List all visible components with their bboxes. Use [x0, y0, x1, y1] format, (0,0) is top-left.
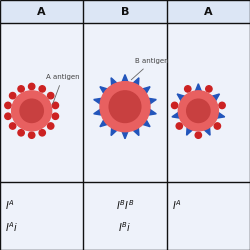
Polygon shape [195, 84, 202, 92]
Text: $I^Ai$: $I^Ai$ [5, 220, 18, 234]
Text: $I^Bi$: $I^Bi$ [118, 220, 132, 234]
Text: $I^A$: $I^A$ [172, 198, 181, 212]
Circle shape [178, 91, 218, 131]
Polygon shape [100, 119, 108, 127]
Polygon shape [94, 98, 102, 104]
Circle shape [10, 92, 16, 99]
Bar [167, 23, 250, 182]
Polygon shape [204, 127, 210, 135]
Polygon shape [111, 78, 117, 86]
Circle shape [39, 130, 46, 136]
Polygon shape [177, 94, 185, 101]
Polygon shape [142, 87, 150, 94]
Bar [83, 0, 167, 23]
Polygon shape [172, 112, 180, 118]
Circle shape [172, 102, 178, 108]
Polygon shape [100, 87, 108, 94]
Bar [83, 182, 167, 250]
Text: A: A [37, 7, 46, 17]
Polygon shape [133, 78, 139, 86]
Circle shape [28, 83, 35, 90]
Polygon shape [142, 119, 150, 127]
Bar [83, 23, 167, 182]
Circle shape [206, 86, 212, 92]
Text: B: B [121, 7, 129, 17]
Circle shape [184, 86, 191, 92]
Polygon shape [94, 109, 102, 115]
Circle shape [10, 123, 16, 129]
Circle shape [52, 102, 59, 108]
Polygon shape [111, 127, 117, 136]
Circle shape [5, 102, 11, 108]
Bar [167, 182, 250, 250]
Bar [0, 0, 83, 23]
Circle shape [20, 99, 43, 122]
Circle shape [219, 102, 225, 108]
Text: A antigen: A antigen [46, 74, 80, 104]
Text: $I^BI^B$: $I^BI^B$ [116, 198, 134, 212]
Bar [167, 0, 250, 23]
Circle shape [39, 86, 46, 92]
Circle shape [18, 130, 24, 136]
Polygon shape [122, 131, 128, 139]
Bar [0, 182, 83, 250]
Polygon shape [122, 74, 128, 82]
Circle shape [18, 86, 24, 92]
Circle shape [48, 123, 54, 129]
Polygon shape [216, 112, 225, 118]
Circle shape [214, 123, 220, 129]
Circle shape [109, 91, 141, 122]
Circle shape [100, 82, 150, 132]
Text: $I^A$: $I^A$ [5, 198, 15, 212]
Circle shape [195, 132, 202, 138]
Circle shape [5, 113, 11, 119]
Text: A: A [204, 7, 213, 17]
Circle shape [28, 132, 35, 138]
Circle shape [52, 113, 59, 119]
Polygon shape [148, 98, 156, 104]
Polygon shape [186, 127, 193, 135]
Circle shape [12, 91, 52, 131]
Polygon shape [148, 109, 156, 115]
Polygon shape [211, 94, 220, 101]
Circle shape [187, 99, 210, 122]
Text: B antigen: B antigen [131, 58, 168, 80]
Circle shape [176, 123, 182, 129]
Circle shape [48, 92, 54, 99]
Polygon shape [133, 127, 139, 136]
Bar [0, 23, 83, 182]
